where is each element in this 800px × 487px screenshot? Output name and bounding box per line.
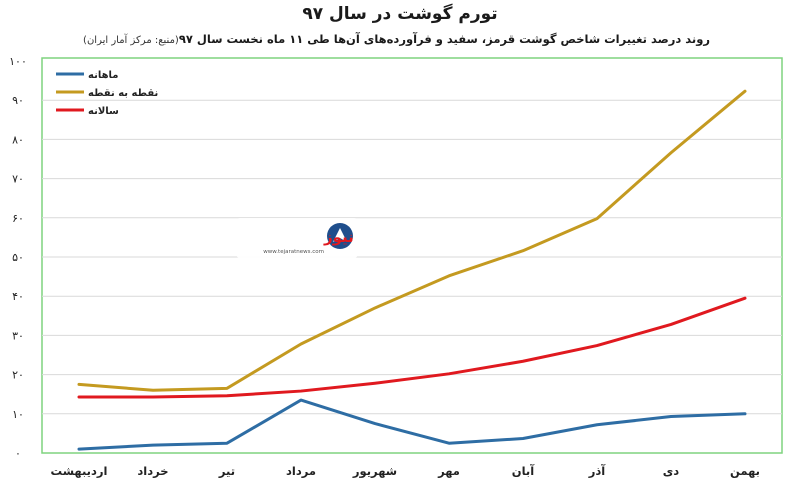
- tejaratnews-logo: تجارت نیوز www.tejaratnews.com: [236, 218, 358, 258]
- y-tick-label: ۶۰: [12, 212, 24, 225]
- series-line-point_to_point: [77, 89, 747, 392]
- y-tick-label: ۸۰: [12, 133, 24, 146]
- y-tick-label: ۵۰: [12, 251, 24, 264]
- y-tick-label: ۰: [15, 447, 21, 460]
- legend-label-monthly: ماهانه: [88, 70, 118, 81]
- x-tick-label: آبان: [512, 464, 535, 478]
- x-tick-label: دی: [663, 464, 680, 478]
- y-tick-label: ۲۰: [12, 369, 24, 382]
- x-tick-label: مهر: [437, 464, 460, 478]
- legend-label-point_to_point: نقطه به نقطه: [88, 88, 158, 99]
- legend: ماهانه نقطه به نقطه سالانه: [56, 70, 158, 117]
- y-tick-label: ۷۰: [12, 173, 24, 186]
- series-line-monthly: [77, 398, 747, 451]
- svg-text:تجارت نیوز: تجارت نیوز: [323, 228, 358, 246]
- x-tick-label: خرداد: [137, 464, 168, 478]
- x-tick-label: اردیبهشت: [51, 464, 108, 478]
- source-text: (منبع: مرکز آمار ایران): [83, 35, 179, 46]
- gridlines: [42, 99, 782, 415]
- chart-area-border: [41, 57, 783, 454]
- x-tick-label: آذر: [588, 464, 607, 478]
- y-tick-label: ۱۰۰: [9, 55, 27, 68]
- y-tick-label: ۳۰: [12, 329, 24, 342]
- x-tick-label: مرداد: [286, 464, 316, 478]
- x-tick-label: بهمن: [730, 464, 760, 478]
- x-axis-ticks: اردیبهشت خرداد تیر مرداد شهریور مهر آبان آذر دی ب…: [51, 464, 760, 479]
- series-lines: [77, 89, 747, 451]
- chart-title: تورم گوشت در سال ۹۷: [302, 4, 498, 24]
- chart-subtitle: روند درصد تغییرات شاخص گوشت قرمز، سفید و…: [40, 32, 710, 46]
- y-tick-label: ۱۰: [12, 408, 24, 421]
- x-tick-label: تیر: [218, 464, 235, 478]
- y-tick-label: ۴۰: [12, 290, 24, 303]
- x-tick-label: شهریور: [352, 464, 397, 479]
- legend-label-annual: سالانه: [88, 106, 119, 117]
- subtitle-text: روند درصد تغییرات شاخص گوشت قرمز، سفید و…: [178, 32, 710, 46]
- y-tick-label: ۹۰: [12, 94, 24, 107]
- svg-text:www.tejaratnews.com: www.tejaratnews.com: [263, 249, 324, 255]
- series-line-annual: [77, 296, 747, 399]
- y-axis-ticks: ۰ ۱۰ ۲۰ ۳۰ ۴۰ ۵۰ ۶۰ ۷۰ ۸۰ ۹۰ ۱۰۰: [9, 55, 27, 460]
